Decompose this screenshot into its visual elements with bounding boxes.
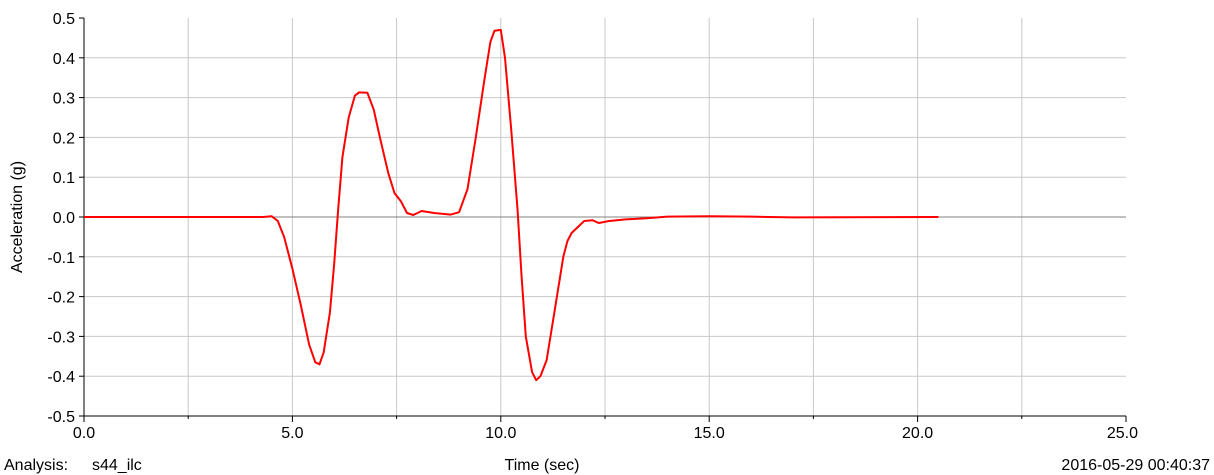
y-tick-label: -0.5 xyxy=(47,409,75,426)
x-tick-label: 10.0 xyxy=(485,425,516,442)
y-tick-label: 0.1 xyxy=(53,170,75,187)
x-tick-labels: 0.0 5.0 10.0 15.0 20.0 25.0 xyxy=(73,425,1138,442)
x-tick-label: 0.0 xyxy=(73,425,95,442)
analysis-label: Analysis: xyxy=(4,457,68,474)
y-tick-label: 0.2 xyxy=(53,130,75,147)
x-tick-label: 25.0 xyxy=(1107,425,1138,442)
y-tick-label: -0.2 xyxy=(47,290,75,307)
y-axis-title: Acceleration (g) xyxy=(9,161,26,273)
series-line-acceleration xyxy=(84,28,939,382)
analysis-value: s44_ilc xyxy=(92,457,142,474)
y-tick-label: -0.4 xyxy=(47,369,75,386)
timestamp: 2016-05-29 00:40:37 xyxy=(1061,457,1210,474)
y-tick-label: -0.3 xyxy=(47,329,75,346)
y-tick-label: 0.5 xyxy=(53,11,75,28)
grid-lines xyxy=(84,18,1126,416)
y-tick-labels: -0.5 -0.4 -0.3 -0.2 -0.1 0.0 0.1 0.2 0.3 0.4 0.5 xyxy=(47,11,75,426)
y-tick-label: 0.4 xyxy=(53,51,75,68)
y-tick-label: -0.1 xyxy=(47,250,75,267)
x-axis-title: Time (sec) xyxy=(505,457,580,474)
tick-marks xyxy=(79,17,1127,422)
y-tick-label: 0.3 xyxy=(53,91,75,108)
y-tick-label: 0.0 xyxy=(53,210,75,227)
x-tick-label: 20.0 xyxy=(902,425,933,442)
x-tick-label: 5.0 xyxy=(281,425,303,442)
x-tick-label: 15.0 xyxy=(694,425,725,442)
